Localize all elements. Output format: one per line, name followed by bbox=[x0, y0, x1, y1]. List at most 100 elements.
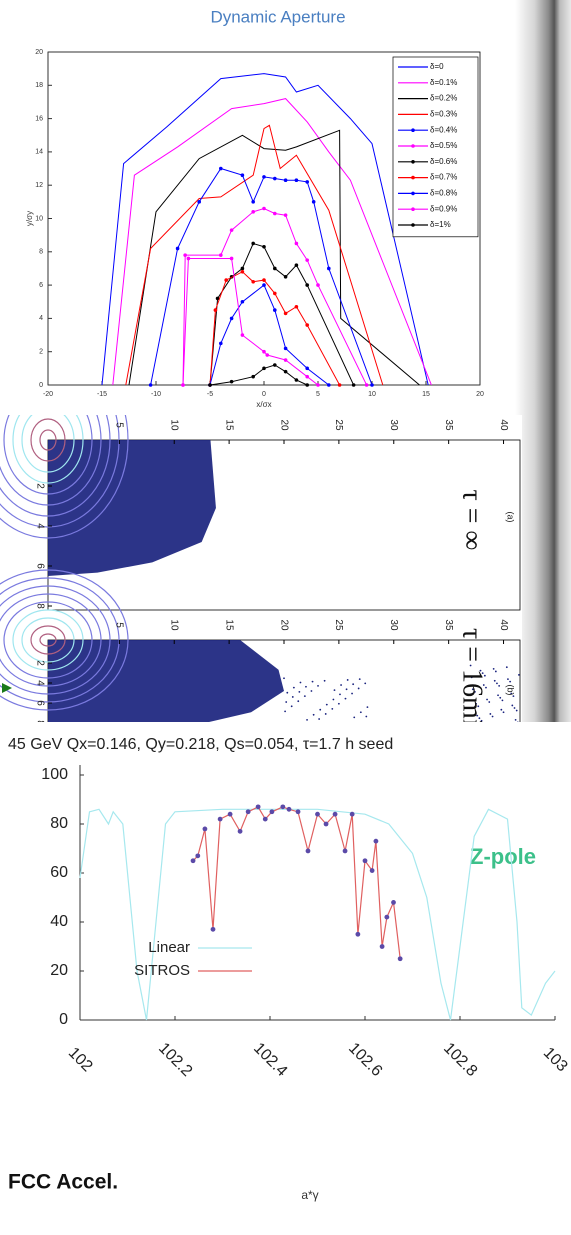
stray-particle bbox=[333, 689, 336, 692]
data-point bbox=[240, 173, 245, 178]
data-point bbox=[370, 383, 374, 387]
stray-particle bbox=[488, 701, 491, 703]
stray-particle bbox=[351, 692, 353, 695]
x-tick-label: 15 bbox=[422, 391, 430, 398]
x-tick-label: 30 bbox=[388, 619, 399, 631]
data-point bbox=[364, 383, 369, 387]
data-point bbox=[210, 926, 216, 932]
data-point bbox=[305, 848, 311, 854]
x-axis-label: x/σx bbox=[256, 400, 271, 409]
contour bbox=[30, 625, 66, 655]
data-point bbox=[237, 828, 243, 834]
legend-label: SITROS bbox=[134, 962, 190, 979]
data-point bbox=[391, 900, 396, 905]
series-line bbox=[125, 124, 384, 386]
data-point bbox=[305, 283, 310, 287]
stray-particle bbox=[283, 677, 285, 680]
density-cloud bbox=[48, 640, 284, 722]
x-tick-label: -5 bbox=[207, 391, 213, 398]
stray-particle bbox=[504, 723, 506, 725]
y-tick-label: 8 bbox=[34, 720, 45, 726]
stray-particle bbox=[498, 685, 501, 687]
stray-particle bbox=[502, 711, 505, 714]
x-tick-label: 30 bbox=[388, 419, 399, 431]
data-point bbox=[327, 383, 331, 387]
data-point bbox=[332, 811, 338, 817]
stray-particle bbox=[505, 666, 508, 669]
chart-title: Dynamic Aperture bbox=[210, 7, 345, 26]
stray-particle bbox=[486, 698, 488, 701]
legend-label: δ=0.4% bbox=[430, 125, 457, 134]
y-tick-label: 100 bbox=[41, 766, 68, 783]
stray-particle bbox=[512, 695, 515, 697]
data-point bbox=[342, 848, 348, 854]
stray-particle bbox=[357, 687, 360, 690]
data-point bbox=[273, 176, 277, 181]
stray-particle bbox=[318, 718, 321, 720]
y-tick-label: 2 bbox=[39, 349, 43, 356]
stray-particle bbox=[476, 714, 479, 717]
stray-particle bbox=[478, 717, 481, 720]
series-line bbox=[192, 806, 401, 959]
series-line bbox=[182, 258, 319, 386]
data-point bbox=[305, 383, 310, 387]
y-tick-label: 0 bbox=[39, 382, 43, 389]
stray-particle bbox=[359, 711, 362, 714]
x-tick-label: 102.2 bbox=[155, 1040, 195, 1080]
y-tick-label: 16 bbox=[35, 115, 43, 122]
data-point bbox=[251, 241, 255, 246]
caption: FCC Accel. bbox=[8, 1171, 118, 1194]
data-point bbox=[251, 279, 255, 284]
stray-particle bbox=[332, 698, 335, 701]
x-tick-label: -10 bbox=[151, 391, 161, 398]
contour bbox=[0, 415, 111, 517]
data-point bbox=[305, 374, 310, 379]
data-point bbox=[295, 809, 301, 815]
x-tick-label: 20 bbox=[278, 619, 289, 631]
data-point bbox=[397, 956, 403, 962]
y-tick-label: 4 bbox=[39, 315, 43, 322]
data-point bbox=[148, 383, 153, 387]
triangle-marker bbox=[2, 683, 12, 693]
contour bbox=[0, 569, 129, 711]
stray-particle bbox=[303, 695, 306, 697]
stray-particle bbox=[319, 708, 322, 711]
stray-particle bbox=[485, 686, 487, 689]
series-line bbox=[150, 167, 373, 386]
x-tick-label: 10 bbox=[169, 619, 180, 631]
data-point bbox=[286, 806, 292, 812]
stray-particle bbox=[310, 690, 313, 692]
stray-particle bbox=[483, 674, 486, 677]
data-point bbox=[197, 200, 201, 204]
stray-particle bbox=[482, 684, 485, 686]
stray-particle bbox=[492, 668, 495, 670]
x-tick-label: -20 bbox=[43, 391, 53, 398]
stray-particle bbox=[515, 709, 518, 712]
annotation: τ = 16min bbox=[457, 628, 488, 741]
x-tick-label: 10 bbox=[169, 419, 180, 431]
stray-particle bbox=[337, 702, 340, 705]
stray-particle bbox=[353, 716, 356, 719]
data-point bbox=[283, 346, 288, 351]
data-point bbox=[283, 213, 288, 217]
stray-particle bbox=[358, 678, 361, 680]
data-point bbox=[219, 166, 223, 171]
contour bbox=[0, 415, 129, 539]
x-tick-label: 102 bbox=[65, 1044, 96, 1075]
stray-particle bbox=[311, 680, 314, 683]
stray-particle bbox=[339, 693, 341, 696]
stray-particle bbox=[366, 706, 369, 709]
stray-particle bbox=[471, 688, 474, 691]
x-tick-label: 0 bbox=[262, 391, 266, 398]
data-point bbox=[262, 175, 266, 179]
density-panels: 5 10 15 20 25 30 35 40 2 4 6 8 τ = ∞ (a) 5 10 15 20 25 30 35… bbox=[0, 415, 521, 741]
stray-particle bbox=[324, 713, 327, 715]
data-point bbox=[202, 826, 208, 832]
data-point bbox=[283, 311, 288, 316]
data-point bbox=[224, 278, 228, 282]
x-tick-label: 15 bbox=[223, 419, 234, 431]
data-point bbox=[273, 363, 277, 367]
data-point bbox=[311, 200, 316, 204]
y-axis-label: y/σy bbox=[25, 211, 34, 226]
data-point bbox=[215, 296, 220, 301]
